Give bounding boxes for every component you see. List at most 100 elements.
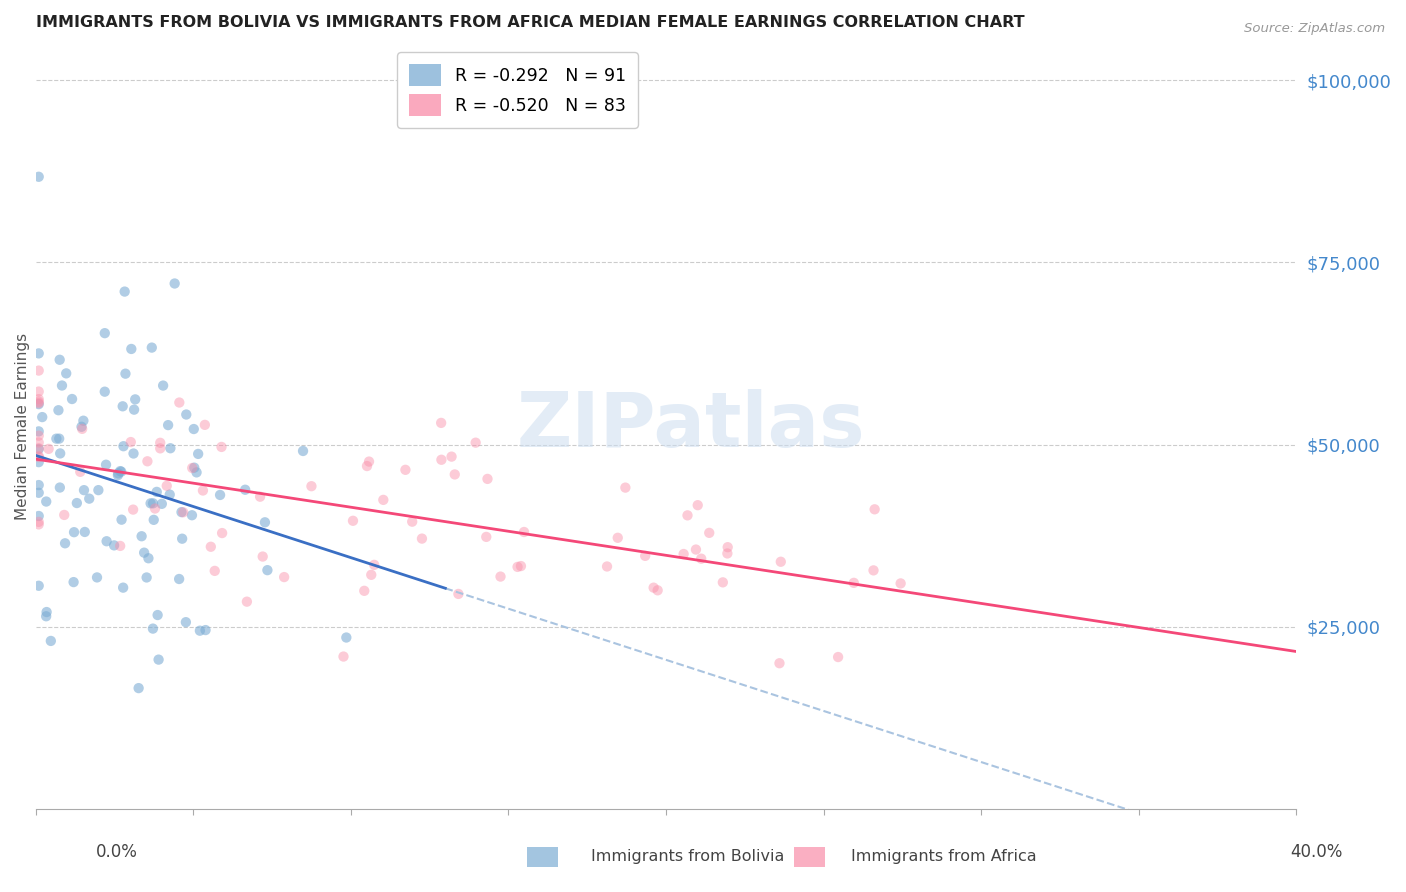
Point: [191, 483, 214, 498]
Point: [145, 484, 167, 499]
Point: [28, 394, 51, 409]
Point: [697, 525, 720, 540]
Point: [138, 551, 160, 566]
Point: [49, 481, 72, 495]
Point: [356, 458, 378, 473]
Point: [39, 634, 62, 648]
Point: [401, 515, 423, 529]
Point: [96, 534, 118, 549]
Point: [53, 536, 76, 550]
Point: [28, 396, 51, 410]
Point: [513, 524, 536, 539]
Point: [28, 579, 51, 593]
Point: [211, 440, 233, 454]
Point: [73, 524, 96, 539]
Legend: R = -0.292   N = 91, R = -0.520   N = 83: R = -0.292 N = 91, R = -0.520 N = 83: [398, 53, 638, 128]
Point: [135, 570, 157, 584]
Point: [204, 564, 226, 578]
Point: [53, 508, 76, 522]
Point: [111, 399, 134, 413]
Point: [363, 558, 385, 572]
Point: [157, 418, 180, 433]
Point: [122, 402, 145, 417]
Point: [411, 532, 433, 546]
Point: [332, 649, 354, 664]
Point: [55, 367, 77, 381]
Text: 0.0%: 0.0%: [96, 843, 138, 861]
Point: [28, 384, 51, 399]
Point: [94, 326, 117, 340]
Point: [252, 549, 274, 564]
Point: [148, 652, 170, 666]
Point: [48, 432, 70, 446]
Point: [28, 346, 51, 360]
Point: [112, 439, 135, 453]
Point: [183, 422, 205, 436]
Point: [28, 392, 51, 406]
Point: [28, 169, 51, 184]
Point: [139, 496, 162, 510]
Point: [862, 563, 884, 577]
Point: [711, 575, 734, 590]
Point: [107, 468, 129, 483]
Point: [48, 403, 70, 417]
Point: [63, 525, 86, 540]
Point: [187, 447, 209, 461]
Point: [489, 569, 512, 583]
Point: [686, 498, 709, 512]
Point: [142, 513, 165, 527]
Point: [31, 410, 53, 425]
Point: [112, 581, 135, 595]
Point: [110, 513, 132, 527]
Point: [181, 508, 204, 523]
Point: [128, 681, 150, 695]
Point: [86, 570, 108, 584]
Point: [77, 491, 100, 506]
Point: [35, 605, 58, 619]
Point: [373, 492, 395, 507]
Point: [181, 461, 204, 475]
Point: [152, 378, 174, 392]
Point: [183, 460, 205, 475]
Point: [253, 516, 276, 530]
Point: [35, 609, 58, 624]
Point: [60, 392, 83, 406]
Point: [28, 442, 51, 456]
Point: [172, 505, 194, 519]
Point: [120, 435, 142, 450]
Point: [28, 455, 51, 469]
Point: [159, 487, 181, 501]
Point: [62, 575, 84, 590]
Point: [672, 547, 695, 561]
Point: [103, 538, 125, 552]
Point: [28, 397, 51, 411]
Point: [236, 595, 259, 609]
Point: [87, 483, 110, 497]
Point: [28, 517, 51, 532]
Point: [647, 583, 669, 598]
Point: [163, 277, 186, 291]
Point: [717, 540, 740, 554]
Point: [172, 532, 194, 546]
Point: [69, 465, 91, 479]
Point: [124, 392, 146, 407]
Point: [256, 563, 278, 577]
Point: [292, 444, 315, 458]
Point: [94, 458, 117, 472]
Text: Immigrants from Bolivia: Immigrants from Bolivia: [591, 849, 785, 863]
Point: [108, 464, 131, 478]
Point: [141, 341, 163, 355]
Point: [475, 530, 498, 544]
Point: [477, 472, 499, 486]
Point: [211, 526, 233, 541]
Point: [506, 560, 529, 574]
Point: [149, 435, 172, 450]
Point: [353, 583, 375, 598]
Point: [28, 515, 51, 529]
Point: [342, 514, 364, 528]
Point: [447, 587, 470, 601]
Point: [510, 559, 533, 574]
Point: [28, 450, 51, 464]
Point: [170, 505, 193, 519]
Point: [28, 449, 51, 463]
